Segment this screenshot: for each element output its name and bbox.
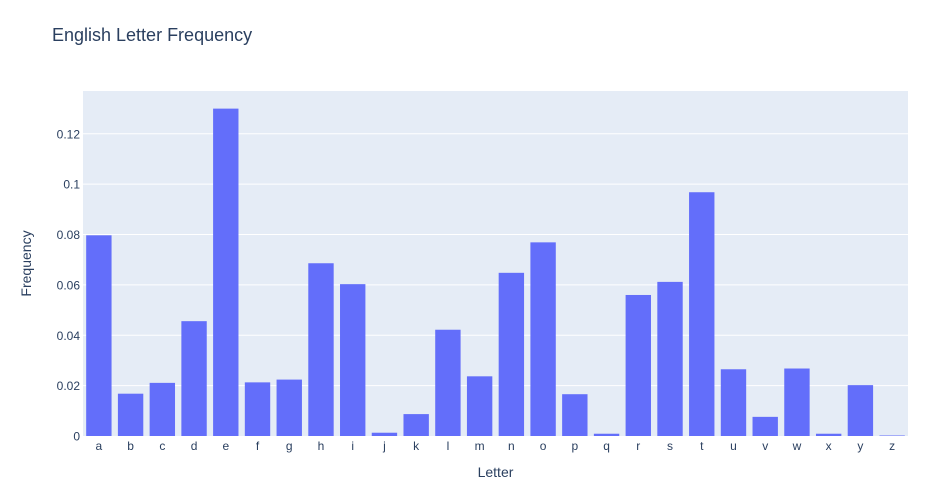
x-tick-label: m: [475, 439, 485, 453]
x-tick-label: f: [256, 439, 260, 453]
x-tick-label: z: [889, 439, 895, 453]
y-tick-label: 0.12: [57, 127, 81, 141]
bar-z: [879, 435, 905, 436]
y-tick-label: 0.06: [57, 278, 81, 292]
x-tick-labels: a b c d e f g h i j k l m n o p q r s t u v w x y z: [96, 439, 896, 453]
x-tick-label: l: [447, 439, 450, 453]
x-tick-label: c: [159, 439, 165, 453]
bar-c: [149, 382, 176, 436]
x-tick-label: n: [508, 439, 515, 453]
bar-h: [308, 263, 334, 436]
x-tick-label: b: [127, 439, 134, 453]
bar-v: [752, 416, 778, 436]
x-tick-label: u: [730, 439, 737, 453]
x-tick-label: s: [667, 439, 673, 453]
bar-t: [689, 192, 715, 436]
bar-k: [403, 414, 429, 436]
x-tick-label: e: [222, 439, 229, 453]
bar-y: [847, 385, 874, 436]
bar-p: [562, 394, 588, 436]
y-tick-label: 0: [73, 430, 80, 444]
y-tick-label: 0.1: [63, 178, 80, 192]
x-tick-label: g: [286, 439, 293, 453]
bar-b: [117, 393, 144, 436]
x-tick-label: t: [700, 439, 704, 453]
bar-m: [466, 376, 493, 436]
x-tick-label: a: [96, 439, 103, 453]
y-tick-label: 0.04: [57, 329, 81, 343]
x-tick-label: w: [792, 439, 802, 453]
y-tick-label: 0.02: [57, 379, 81, 393]
x-tick-label: r: [636, 439, 640, 453]
x-tick-label: d: [191, 439, 198, 453]
x-tick-label: k: [413, 439, 420, 453]
bar-i: [340, 284, 366, 436]
bar-s: [657, 281, 683, 436]
y-tick-labels: 0 0.02 0.04 0.06 0.08 0.1 0.12: [57, 127, 81, 443]
bar-o: [530, 242, 556, 436]
x-tick-label: q: [603, 439, 610, 453]
x-tick-label: h: [318, 439, 325, 453]
x-tick-label: p: [571, 439, 578, 453]
x-tick-label: v: [762, 439, 768, 453]
bar-g: [276, 379, 302, 436]
bar-x: [815, 433, 842, 436]
bar-a: [86, 235, 112, 436]
x-axis-title: Letter: [478, 464, 514, 480]
x-tick-label: j: [382, 439, 386, 453]
bar-n: [498, 272, 525, 436]
bar-l: [435, 329, 461, 436]
bar-d: [181, 321, 207, 436]
bar-q: [593, 433, 620, 436]
bar-u: [720, 369, 747, 436]
bars: [86, 108, 905, 436]
x-tick-label: y: [857, 439, 863, 453]
chart-title: English Letter Frequency: [52, 25, 252, 45]
x-tick-label: o: [540, 439, 547, 453]
bar-j: [371, 432, 398, 436]
y-tick-label: 0.08: [57, 228, 81, 242]
y-axis-title: Frequency: [18, 230, 34, 296]
x-tick-label: x: [826, 439, 832, 453]
bar-w: [784, 368, 810, 436]
bar-e: [213, 108, 239, 436]
x-tick-label: i: [351, 439, 354, 453]
bar-f: [244, 382, 271, 436]
bar-r: [625, 294, 651, 436]
